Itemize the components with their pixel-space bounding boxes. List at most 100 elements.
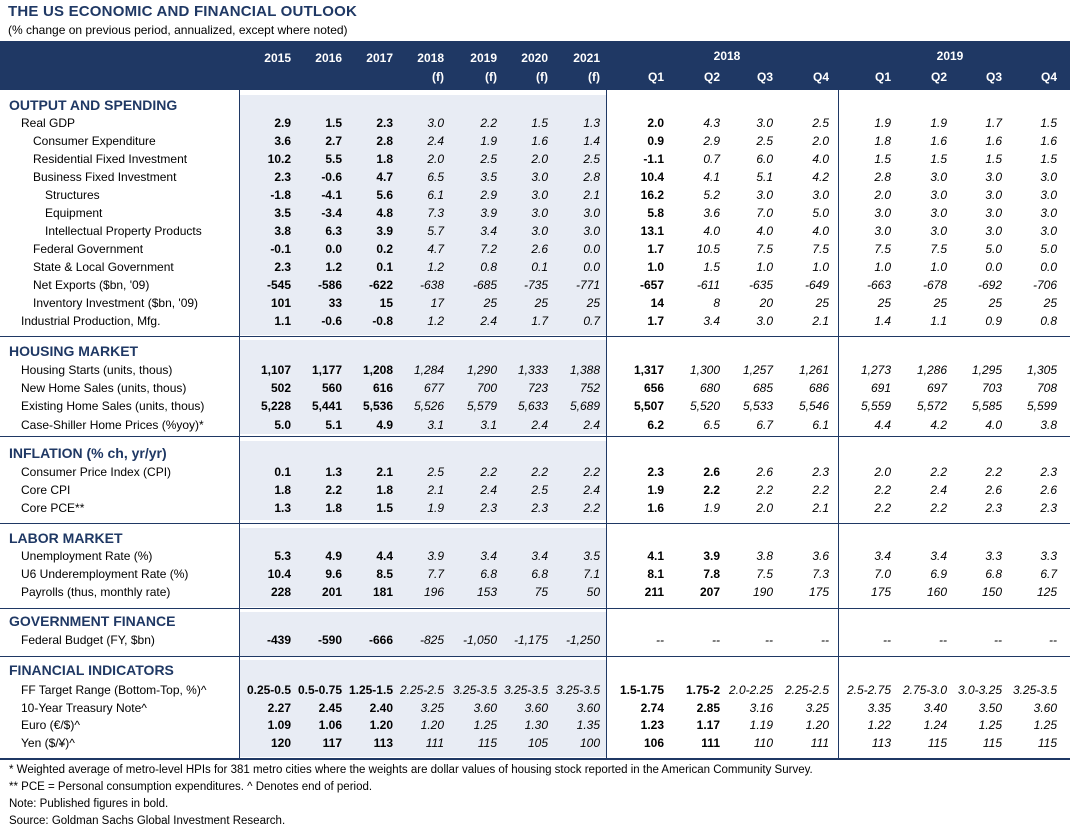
row-label: Intellectual Property Products <box>45 224 202 238</box>
table-cell: 2.9 <box>274 116 291 130</box>
table-cell: 2.0 <box>427 152 444 166</box>
table-cell: 111 <box>425 735 444 750</box>
table-cell: 1.9 <box>874 116 891 130</box>
table-cell: -1.8 <box>270 188 291 202</box>
table-cell: 1.5 <box>325 116 342 130</box>
table-cell: 3.60 <box>473 700 497 715</box>
table-cell: 1.8 <box>376 152 393 166</box>
row-label: Yen ($/¥)^ <box>21 735 75 750</box>
row-label: Unemployment Rate (%) <box>21 549 153 563</box>
table-cell: 3.9 <box>703 549 720 563</box>
table-cell: 5,520 <box>689 399 720 414</box>
table-cell: 7.1 <box>583 567 600 581</box>
quarter-header: Q1 <box>874 70 891 84</box>
quarter-header: Q2 <box>930 70 947 84</box>
row-label: Case-Shiller Home Prices (%yoy)* <box>21 417 204 432</box>
table-cell: 2.3 <box>480 501 497 515</box>
table-cell: 7.7 <box>427 567 444 581</box>
table-cell: 2.0-2.25 <box>728 683 773 697</box>
year-header: 2021 <box>573 51 600 65</box>
table-cell: 3.4 <box>930 549 947 563</box>
table-cell: 3.0 <box>930 188 947 202</box>
table-cell: 1.20 <box>369 718 393 732</box>
table-cell: 656 <box>643 381 664 396</box>
table-cell: -- <box>821 633 829 647</box>
year-sub-header: (f) <box>588 70 600 84</box>
quarter-header: Q1 <box>647 70 664 84</box>
table-cell: 3.0-3.25 <box>957 683 1002 697</box>
table-cell: 1.0 <box>647 260 664 274</box>
table-cell: 3.0 <box>531 224 548 238</box>
row-label: State & Local Government <box>33 260 174 274</box>
table-cell: 3.25-3.5 <box>555 683 600 697</box>
table-cell: 0.2 <box>376 242 393 256</box>
table-cell: -678 <box>922 278 947 292</box>
row-label: FF Target Range (Bottom-Top, %)^ <box>21 683 207 697</box>
row-label: Euro (€/$)^ <box>21 718 80 732</box>
table-cell: 2.2 <box>756 483 773 497</box>
table-cell: 5,507 <box>633 399 664 414</box>
table-cell: 4.0 <box>812 152 829 166</box>
table-cell: 3.0 <box>874 206 891 220</box>
table-cell: 13.1 <box>640 224 664 238</box>
table-cell: 15 <box>379 296 393 310</box>
table-cell: 33 <box>328 296 342 310</box>
table-cell: 175 <box>870 585 891 599</box>
table-cell: 2.6 <box>756 465 773 479</box>
table-cell: 1.5 <box>930 152 947 166</box>
year-sub-header: (f) <box>485 70 497 84</box>
table-cell: 3.60 <box>524 700 548 715</box>
row-label: Residential Fixed Investment <box>33 152 188 166</box>
table-cell: 2.8 <box>874 170 891 184</box>
table-cell: 2.25-2.5 <box>399 683 444 697</box>
table-cell: 723 <box>527 381 548 396</box>
table-cell: 115 <box>477 735 497 750</box>
table-cell: 2.45 <box>318 700 342 715</box>
table-cell: 2.2 <box>325 483 342 497</box>
table-cell: 1.20 <box>420 718 444 732</box>
table-cell: 3.0 <box>985 224 1002 238</box>
table-cell: 2.0 <box>647 116 664 130</box>
table-cell: 125 <box>1036 585 1057 599</box>
table-cell: 0.1 <box>531 260 548 274</box>
table-cell: 110 <box>753 735 773 750</box>
table-cell: -4.1 <box>321 188 342 202</box>
table-cell: 7.0 <box>874 567 891 581</box>
table-cell: 1.0 <box>756 260 773 274</box>
table-cell: 0.1 <box>274 465 291 479</box>
table-cell: 1.75-2 <box>685 683 720 697</box>
table-cell: 677 <box>423 381 444 396</box>
table-cell: 2.5 <box>812 116 829 130</box>
table-cell: 685 <box>752 381 773 396</box>
table-cell: -735 <box>523 278 548 292</box>
divider-2018 <box>606 41 607 758</box>
table-cell: 2.40 <box>369 700 393 715</box>
table-cell: 5.1 <box>756 170 773 184</box>
year-header: 2016 <box>315 51 342 65</box>
table-cell: 7.5 <box>756 567 773 581</box>
table-cell: 25 <box>586 296 600 310</box>
table-cell: 2.25-2.5 <box>784 683 829 697</box>
table-cell: 5.1 <box>325 417 342 432</box>
table-cell: 9.6 <box>325 567 342 581</box>
table-cell: 0.8 <box>1040 314 1057 328</box>
table-cell: 4.0 <box>703 224 720 238</box>
section-title: FINANCIAL INDICATORS <box>9 662 174 678</box>
table-cell: 3.4 <box>480 224 497 238</box>
table-cell: 5.2 <box>703 188 720 202</box>
table-cell: 0.0 <box>985 260 1002 274</box>
table-cell: -0.8 <box>372 314 393 328</box>
table-cell: 2.2 <box>930 465 947 479</box>
year-header: 2018 <box>417 51 444 65</box>
table-cell: 2.6 <box>1040 483 1057 497</box>
report-subtitle: (% change on previous period, annualized… <box>8 23 348 37</box>
annual-shade-govt <box>240 612 606 656</box>
table-cell: 2.85 <box>696 700 720 715</box>
table-cell: 3.0 <box>812 188 829 202</box>
row-label: New Home Sales (units, thous) <box>21 381 187 396</box>
table-cell: 1.3 <box>325 465 342 479</box>
table-cell: 5,585 <box>971 399 1002 414</box>
year-header: 2020 <box>521 51 548 65</box>
table-cell: 3.0 <box>985 170 1002 184</box>
table-cell: 1.7 <box>647 242 664 256</box>
